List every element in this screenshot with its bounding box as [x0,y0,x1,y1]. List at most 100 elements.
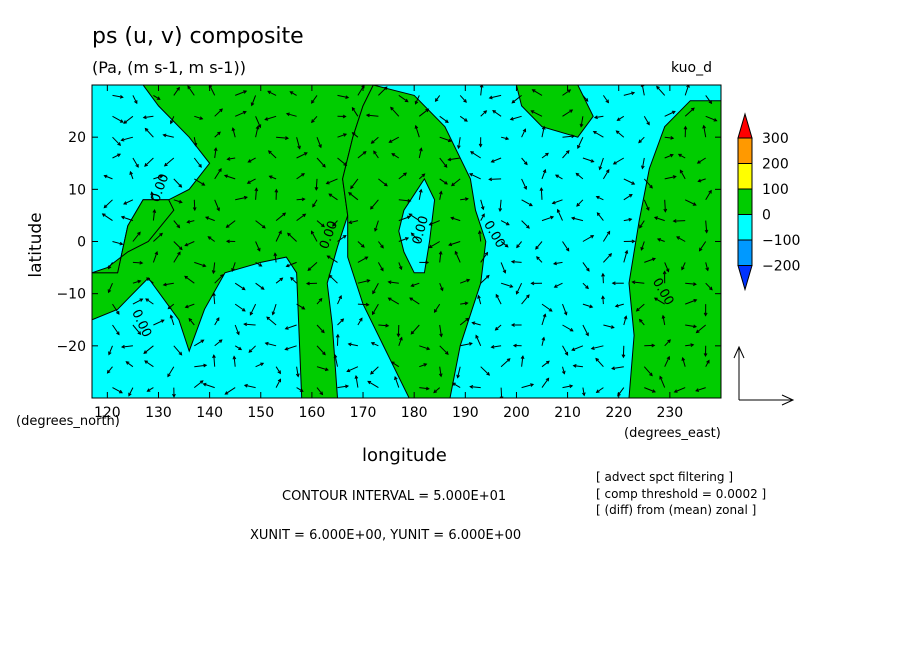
wind-vector [492,109,502,117]
filter-note: [ advect spct filtering ] [596,470,734,484]
wind-vector [214,339,223,347]
wind-vector [418,147,423,159]
wind-vector [101,213,113,222]
wind-vector [162,133,174,138]
wind-vector [684,107,695,117]
wind-vector [173,345,183,356]
colorbar-swatch [737,188,753,215]
wind-vector [335,333,340,346]
wind-vector [144,360,154,368]
wind-vector [562,303,568,316]
wind-vector [213,147,218,159]
wind-vector [214,108,223,117]
wind-vector [108,345,113,356]
wind-vector [194,261,207,268]
wind-vector [123,199,134,205]
wind-vector [408,213,420,222]
wind-vector [623,91,636,96]
wind-vector [643,178,653,189]
wind-vector [705,359,710,367]
wind-vector [471,321,481,326]
wind-vector [337,235,347,242]
wind-vector [370,136,379,144]
wind-vector [296,173,305,180]
wind-vector [596,212,604,221]
wind-vector [351,106,359,117]
x-tick-label: 150 [247,405,274,421]
wind-vector [396,324,401,338]
wind-vector [146,277,154,284]
wind-vector [541,377,550,388]
wind-vector [348,220,359,225]
wind-vector [579,116,584,128]
wind-vector [664,175,677,180]
y-axis-ticks: −20 −10 0 10 20 [56,130,721,355]
wind-vector [603,253,613,263]
wind-vector [653,216,665,222]
wind-vector [231,127,236,138]
wind-vector [410,232,420,242]
wind-vector [623,178,636,185]
wind-vector [418,188,423,200]
wind-vector [582,262,590,272]
wind-vector [644,343,656,348]
wind-vector [234,282,246,291]
wind-vector [685,324,698,329]
wind-vector [398,94,409,103]
wind-vector [571,345,584,351]
wind-vector [582,235,595,242]
wind-vector [572,364,583,368]
wind-vector [641,157,645,170]
wind-vector [488,94,502,100]
wind-vector [305,281,318,286]
wind-vector [612,157,625,165]
wind-vector [187,85,195,96]
wind-vector [296,387,304,392]
wind-vector [205,216,215,222]
colorbar-label: 200 [762,157,789,173]
x-tick-label: 130 [145,405,172,421]
wind-vector [316,137,322,149]
wind-vector [439,283,444,292]
vector-unit-text: XUNIT = 6.000E+00, YUNIT = 6.000E+00 [250,528,522,543]
wind-vector [162,282,174,287]
wind-vector [378,241,384,249]
wind-vector [132,260,144,265]
wind-vector [556,208,563,221]
x-tick-label: 170 [350,405,377,421]
wind-vector [521,199,533,207]
threshold-note: [ comp threshold = 0.0002 ] [596,487,767,501]
wind-vector [231,262,236,272]
wind-vector [576,199,584,207]
wind-vector [410,282,420,287]
wind-vector [521,294,530,305]
wind-vector [614,303,624,308]
wind-vector [274,188,279,200]
wind-vector [398,237,410,242]
wind-vector [255,241,261,252]
wind-vector [316,366,329,372]
wind-vector [372,282,379,295]
wind-vector [643,366,653,377]
wind-vector [623,315,628,326]
x-tick-label: 160 [299,405,326,421]
wind-vector [264,341,277,347]
wind-vector [144,127,154,138]
wind-vector [316,324,325,334]
wind-vector [153,232,163,242]
wind-vector [146,387,154,392]
wind-vector [290,276,297,284]
wind-vector [112,241,124,246]
wind-vector [439,190,443,200]
reference-vector [733,345,795,406]
wind-vector [448,241,461,247]
wind-vector [664,153,674,159]
wind-vector [316,387,324,396]
wind-vector [438,250,443,263]
wind-vector [673,387,686,393]
wind-vector [316,220,325,228]
wind-vector [541,313,547,326]
wind-vector [685,282,697,286]
wind-vector [520,355,525,367]
positive-region-3 [515,85,594,138]
